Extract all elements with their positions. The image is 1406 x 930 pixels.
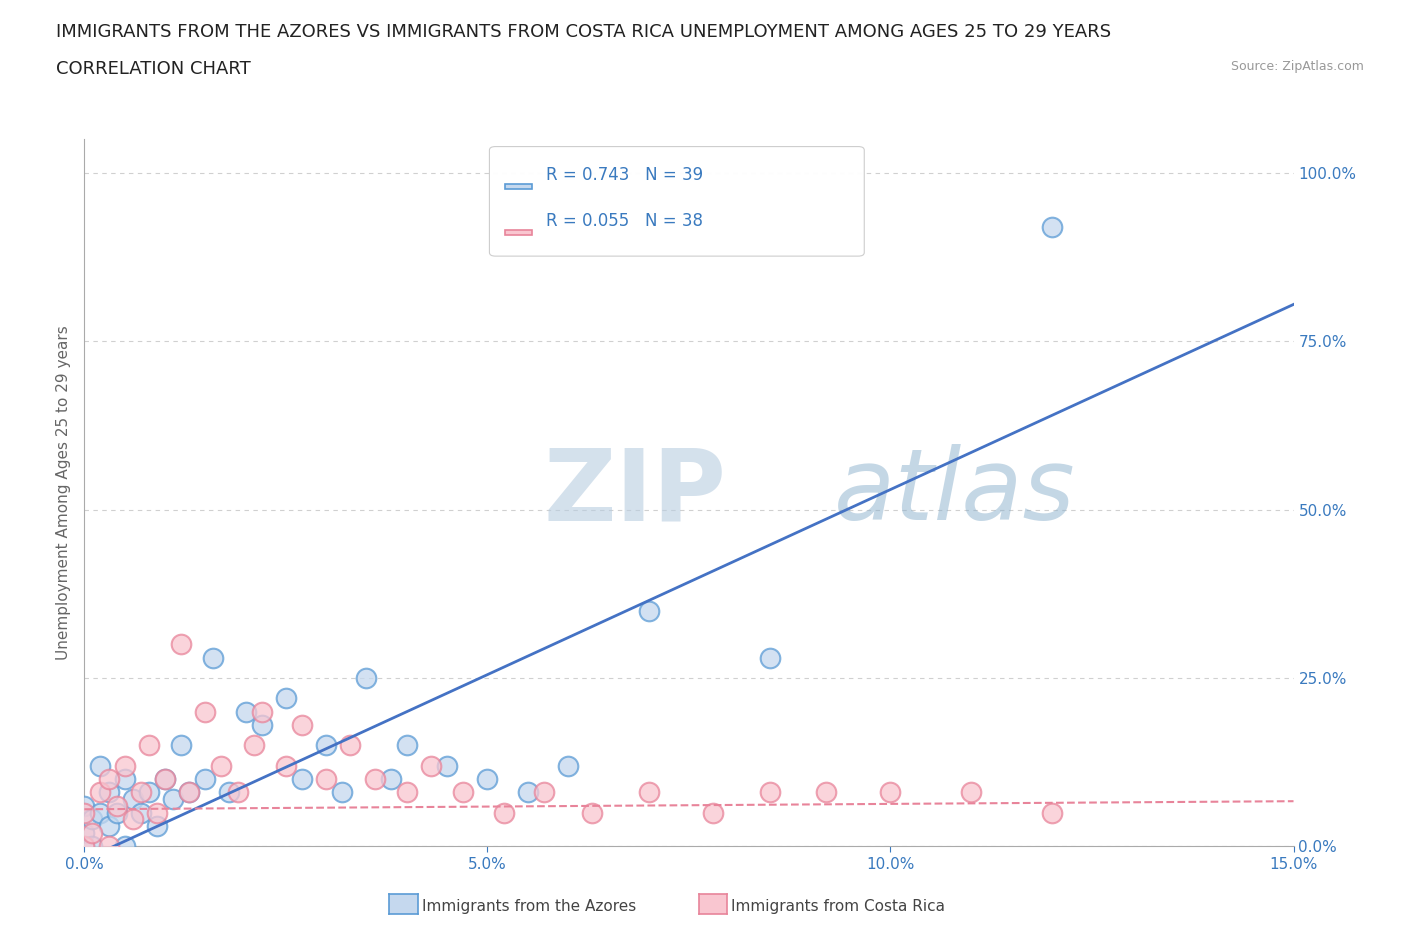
Point bbox=[960, 785, 983, 800]
Point bbox=[179, 785, 201, 800]
Point bbox=[242, 737, 264, 752]
Text: Immigrants from the Azores: Immigrants from the Azores bbox=[422, 899, 636, 914]
Point bbox=[138, 737, 160, 752]
Point bbox=[97, 818, 120, 833]
Point bbox=[451, 785, 474, 800]
Point bbox=[1040, 805, 1063, 820]
Point bbox=[218, 785, 240, 800]
Point bbox=[250, 704, 273, 719]
Point bbox=[138, 785, 160, 800]
Point bbox=[380, 772, 402, 787]
Point bbox=[153, 772, 176, 787]
Point bbox=[492, 805, 515, 820]
Point bbox=[89, 805, 111, 820]
Point bbox=[105, 799, 128, 814]
Point bbox=[315, 737, 337, 752]
Point bbox=[209, 758, 232, 773]
Point bbox=[581, 805, 603, 820]
Point bbox=[477, 772, 499, 787]
Point bbox=[89, 785, 111, 800]
Point bbox=[330, 785, 353, 800]
Point bbox=[162, 791, 184, 806]
Point bbox=[97, 839, 120, 854]
Point bbox=[315, 772, 337, 787]
Point bbox=[73, 839, 96, 854]
Bar bbox=[505, 230, 531, 235]
Point bbox=[73, 839, 96, 854]
Point bbox=[73, 826, 96, 841]
Point bbox=[637, 785, 659, 800]
Point bbox=[814, 785, 837, 800]
Point bbox=[395, 737, 418, 752]
Point bbox=[97, 785, 120, 800]
Point bbox=[114, 772, 136, 787]
Point bbox=[82, 839, 104, 854]
Point bbox=[73, 805, 96, 820]
Point bbox=[121, 791, 143, 806]
Point bbox=[179, 785, 201, 800]
Point bbox=[105, 805, 128, 820]
Text: CORRELATION CHART: CORRELATION CHART bbox=[56, 60, 252, 78]
Text: Immigrants from Costa Rica: Immigrants from Costa Rica bbox=[731, 899, 945, 914]
Point bbox=[73, 799, 96, 814]
Point bbox=[363, 772, 385, 787]
Point bbox=[1040, 219, 1063, 234]
Point bbox=[339, 737, 361, 752]
Point bbox=[758, 785, 780, 800]
Point bbox=[291, 718, 314, 733]
Point bbox=[879, 785, 901, 800]
Point bbox=[557, 758, 579, 773]
Point bbox=[153, 772, 176, 787]
Point bbox=[97, 772, 120, 787]
Text: IMMIGRANTS FROM THE AZORES VS IMMIGRANTS FROM COSTA RICA UNEMPLOYMENT AMONG AGES: IMMIGRANTS FROM THE AZORES VS IMMIGRANTS… bbox=[56, 23, 1111, 41]
Point bbox=[194, 772, 217, 787]
Point bbox=[356, 671, 378, 685]
Text: R = 0.055   N = 38: R = 0.055 N = 38 bbox=[547, 212, 703, 230]
Text: Source: ZipAtlas.com: Source: ZipAtlas.com bbox=[1230, 60, 1364, 73]
Point bbox=[420, 758, 443, 773]
Y-axis label: Unemployment Among Ages 25 to 29 years: Unemployment Among Ages 25 to 29 years bbox=[56, 326, 72, 660]
Point bbox=[146, 805, 169, 820]
Point bbox=[533, 785, 555, 800]
Point bbox=[121, 812, 143, 827]
Point bbox=[114, 839, 136, 854]
Point bbox=[516, 785, 538, 800]
Point bbox=[758, 650, 780, 665]
Point bbox=[194, 704, 217, 719]
Text: R = 0.743   N = 39: R = 0.743 N = 39 bbox=[547, 166, 703, 184]
FancyBboxPatch shape bbox=[489, 147, 865, 256]
Point bbox=[170, 737, 193, 752]
Text: ZIP: ZIP bbox=[544, 445, 727, 541]
Point bbox=[82, 812, 104, 827]
Point bbox=[146, 818, 169, 833]
Point bbox=[702, 805, 724, 820]
Point bbox=[235, 704, 257, 719]
Bar bbox=[505, 184, 531, 189]
Point bbox=[129, 785, 152, 800]
Point bbox=[89, 758, 111, 773]
Point bbox=[114, 758, 136, 773]
Point bbox=[436, 758, 458, 773]
Point bbox=[82, 826, 104, 841]
Point bbox=[395, 785, 418, 800]
Point bbox=[226, 785, 249, 800]
Point bbox=[637, 604, 659, 618]
Point bbox=[291, 772, 314, 787]
Point bbox=[202, 650, 225, 665]
Point bbox=[274, 691, 297, 706]
Point bbox=[274, 758, 297, 773]
Text: atlas: atlas bbox=[834, 445, 1076, 541]
Point bbox=[170, 637, 193, 652]
Point bbox=[250, 718, 273, 733]
Point bbox=[129, 805, 152, 820]
